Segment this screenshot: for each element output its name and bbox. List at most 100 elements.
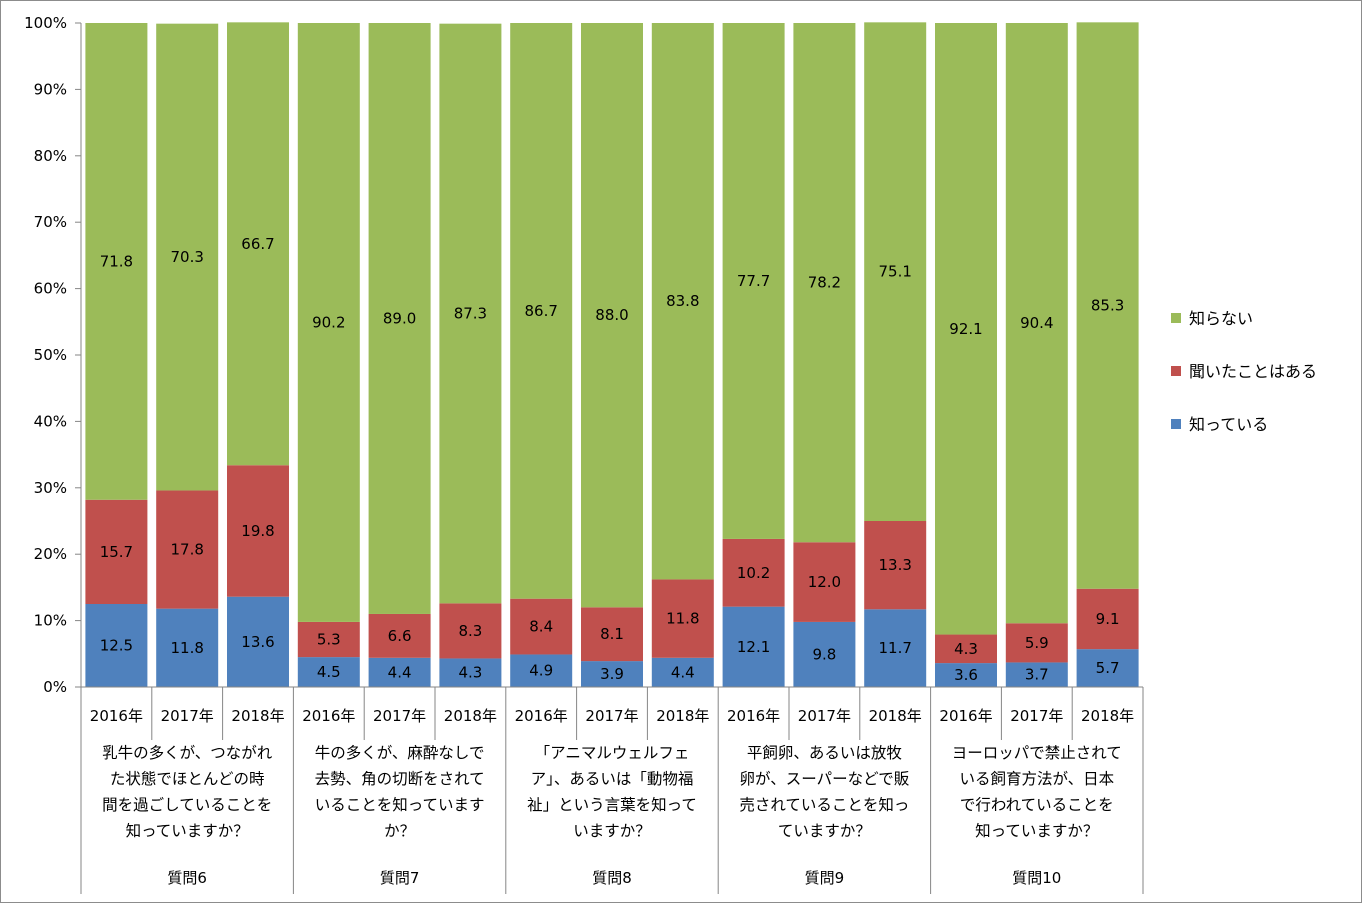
bar-segment — [1076, 649, 1139, 687]
bar-segment — [864, 521, 927, 610]
legend-swatch — [1171, 419, 1181, 429]
bar-segment — [85, 604, 148, 687]
group-name-label: 質問9 — [805, 869, 845, 887]
legend-label: 知らない — [1189, 309, 1253, 328]
question-text-line: いる飼育方法が、日本 — [959, 770, 1114, 788]
bar-segment — [651, 657, 714, 687]
y-tick-label: 90% — [34, 80, 67, 98]
y-tick-label: 70% — [34, 213, 67, 231]
data-label: 75.1 — [878, 263, 911, 281]
legend-label: 聞いたことはある — [1189, 362, 1317, 381]
bar-segment — [793, 621, 856, 687]
bar-segment — [581, 23, 643, 608]
year-label: 2016年 — [515, 707, 568, 725]
data-label: 3.9 — [600, 665, 624, 683]
year-label: 2017年 — [585, 707, 638, 725]
bar-segment — [651, 23, 714, 580]
year-label: 2018年 — [869, 707, 922, 725]
data-label: 85.3 — [1091, 297, 1124, 315]
bar-segment — [439, 23, 502, 604]
question-text-line: 牛の多くが、麻酔なしで — [315, 744, 485, 762]
group-name-label: 質問8 — [592, 869, 632, 887]
question-text-line: ヨーロッパで禁止されて — [952, 744, 1122, 762]
question-text-line: 去勢、角の切断をされて — [315, 770, 485, 788]
bar-segment — [1005, 23, 1068, 624]
y-tick-label: 30% — [34, 479, 67, 497]
bar-segment — [297, 621, 360, 658]
data-label: 89.0 — [383, 309, 416, 327]
data-label: 3.7 — [1025, 666, 1049, 684]
question-text-line: 「アニマルウェルフェ — [535, 744, 690, 762]
bar-segment — [227, 596, 289, 687]
data-label: 5.9 — [1025, 634, 1049, 652]
data-label: 9.8 — [812, 645, 836, 663]
legend-label: 知っている — [1189, 415, 1268, 434]
bar-segment — [510, 598, 573, 655]
data-label: 11.8 — [170, 639, 203, 657]
data-label: 4.3 — [458, 664, 482, 682]
bar-segment — [935, 663, 997, 687]
data-label: 70.3 — [170, 248, 203, 266]
data-label: 12.5 — [100, 637, 133, 655]
x-axis: 2016年 2017年 2018年 2016年 2017年 2018年 2016年 2017年… — [80, 686, 1144, 894]
data-label: 90.2 — [312, 313, 345, 331]
bar-segment — [156, 490, 219, 609]
question-text-line: ア」、あるいは「動物福 — [531, 770, 694, 788]
bar-segment — [1076, 588, 1139, 650]
bar-segment — [1005, 623, 1068, 663]
question-text-line: 祉」という言葉を知って — [527, 796, 697, 814]
data-label: 77.7 — [737, 272, 770, 290]
legend-swatch — [1171, 313, 1181, 323]
data-label: 10.2 — [737, 564, 770, 582]
data-label: 87.3 — [454, 305, 487, 323]
bar-segment — [297, 23, 360, 622]
data-label: 8.3 — [458, 622, 482, 640]
question-text-line: 平飼卵、あるいは放牧 — [747, 744, 903, 762]
year-label: 2018年 — [231, 707, 284, 725]
year-label: 2017年 — [373, 707, 426, 725]
data-label: 13.6 — [241, 633, 274, 651]
data-label: 5.3 — [317, 631, 341, 649]
bar-segment — [227, 22, 289, 466]
bar-segment — [368, 23, 431, 614]
data-label: 71.8 — [100, 252, 133, 270]
data-label: 8.1 — [600, 625, 624, 643]
bar-segment — [1076, 22, 1139, 589]
y-tick-label: 40% — [34, 412, 67, 430]
question-text-line: 知っていますか？ — [126, 822, 249, 840]
y-tick-label: 100% — [24, 14, 67, 32]
y-tick-label: 80% — [34, 147, 67, 165]
bar-segment — [651, 579, 714, 658]
data-label: 4.4 — [388, 663, 412, 681]
data-label: 12.0 — [808, 573, 841, 591]
y-axis: 0% 10% 20% 30% 40% 50% 60% 70% 80% 90% 100% — [24, 14, 82, 696]
bar-segment — [297, 657, 360, 687]
data-label: 4.3 — [954, 640, 978, 658]
bar-segment — [722, 606, 785, 687]
year-label: 2016年 — [302, 707, 355, 725]
group-name-label: 質問6 — [167, 869, 207, 887]
y-tick-label: 10% — [34, 612, 67, 630]
data-label: 19.8 — [241, 522, 274, 540]
bar-segment — [793, 23, 856, 543]
year-label: 2018年 — [1081, 707, 1134, 725]
data-label: 86.7 — [524, 302, 557, 320]
bar-segment — [793, 542, 856, 622]
bar-stacks: 12.5 15.7 71.8 11.8 17.8 70.3 13.6 19.8 66.7 4.5 5… — [85, 22, 1139, 687]
bar-segment — [864, 22, 927, 522]
bar-segment — [935, 634, 997, 664]
bar-segment — [368, 613, 431, 658]
year-label: 2018年 — [444, 707, 497, 725]
data-label: 78.2 — [808, 274, 841, 292]
question-text-line: いますか？ — [573, 822, 651, 840]
legend-swatch — [1171, 366, 1181, 376]
year-label: 2016年 — [90, 707, 143, 725]
bar-segment — [156, 23, 219, 491]
bar-segment — [227, 465, 289, 597]
group-name-label: 質問10 — [1012, 869, 1061, 887]
bar-segment — [510, 23, 573, 599]
question-text-line: ていますか？ — [778, 822, 871, 840]
question-text-line: 間を過ごしていることを — [102, 796, 272, 814]
data-label: 4.9 — [529, 662, 553, 680]
